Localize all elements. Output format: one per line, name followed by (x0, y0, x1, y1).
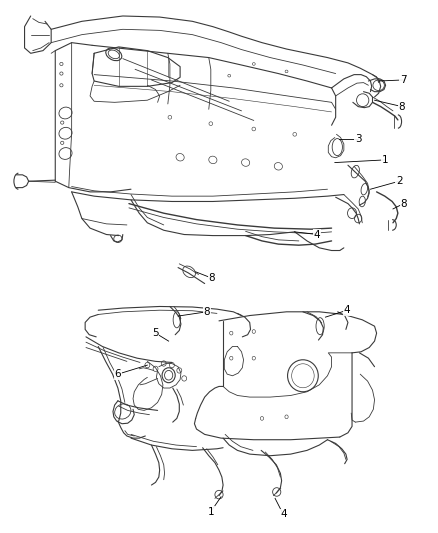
Text: 4: 4 (314, 230, 321, 239)
Text: 8: 8 (399, 102, 405, 111)
Text: 8: 8 (400, 199, 407, 208)
Text: 8: 8 (203, 307, 210, 317)
Text: 4: 4 (344, 305, 350, 315)
Text: 1: 1 (208, 507, 214, 516)
Text: 4: 4 (280, 510, 286, 519)
Text: 2: 2 (396, 176, 403, 186)
Text: 3: 3 (355, 134, 361, 143)
Text: 8: 8 (209, 273, 215, 283)
Text: 5: 5 (152, 328, 159, 338)
Text: 7: 7 (400, 75, 406, 85)
Text: 6: 6 (115, 369, 121, 379)
Text: 1: 1 (381, 155, 388, 165)
